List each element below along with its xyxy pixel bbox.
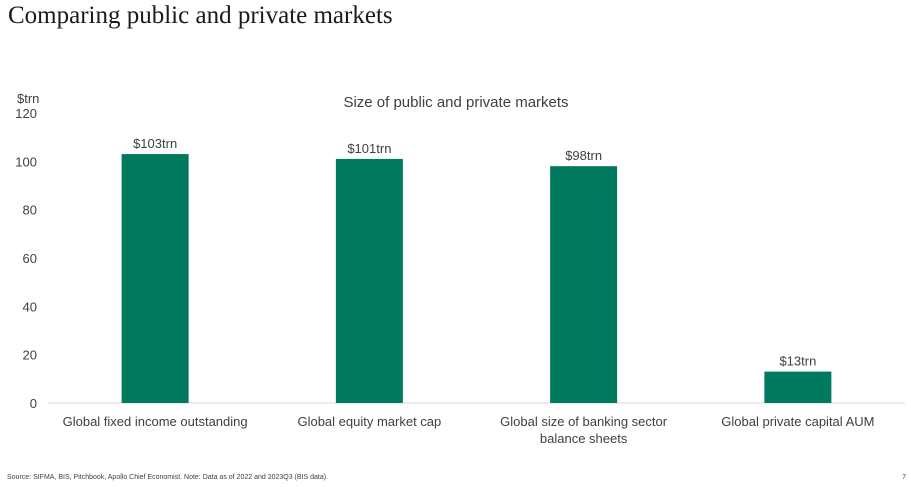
data-label-4: $13trn	[779, 354, 816, 369]
x-axis-labels: Global fixed income outstanding Global eq…	[63, 414, 875, 446]
bars-group	[121, 154, 832, 403]
y-tick-label-20: 20	[23, 348, 37, 363]
x-category-label-1: Global fixed income outstanding	[63, 414, 248, 429]
bar-chart: Size of public and private markets $trn …	[15, 91, 905, 446]
bar-2	[335, 158, 403, 403]
y-axis-ticks: 0 20 40 60 80 100 120	[15, 106, 37, 411]
page-title: Comparing public and private markets	[8, 2, 393, 29]
y-tick-label-40: 40	[23, 299, 37, 314]
x-category-label-3: Global size of banking sector balance she…	[500, 414, 668, 446]
x-category-label-2: Global equity market cap	[297, 414, 441, 429]
data-label-2: $101trn	[347, 141, 391, 156]
data-labels-group: $103trn $101trn $98trn $13trn	[133, 136, 816, 369]
y-tick-label-60: 60	[23, 251, 37, 266]
y-axis-unit-label: $trn	[17, 91, 39, 106]
y-tick-label-80: 80	[23, 203, 37, 218]
y-tick-label-100: 100	[15, 154, 37, 169]
y-tick-label-0: 0	[30, 396, 37, 411]
data-label-3: $98trn	[565, 148, 602, 163]
page-number: 7	[902, 474, 906, 481]
chart-title: Size of public and private markets	[343, 94, 568, 111]
bar-3	[550, 166, 618, 403]
y-tick-label-120: 120	[15, 106, 37, 121]
x-category-label-4: Global private capital AUM	[721, 414, 874, 429]
bar-4	[764, 371, 832, 403]
data-label-1: $103trn	[133, 136, 177, 151]
source-note: Source: SIFMA, BIS, Pitchbook, Apollo Ch…	[7, 474, 329, 481]
bar-1	[121, 154, 189, 403]
